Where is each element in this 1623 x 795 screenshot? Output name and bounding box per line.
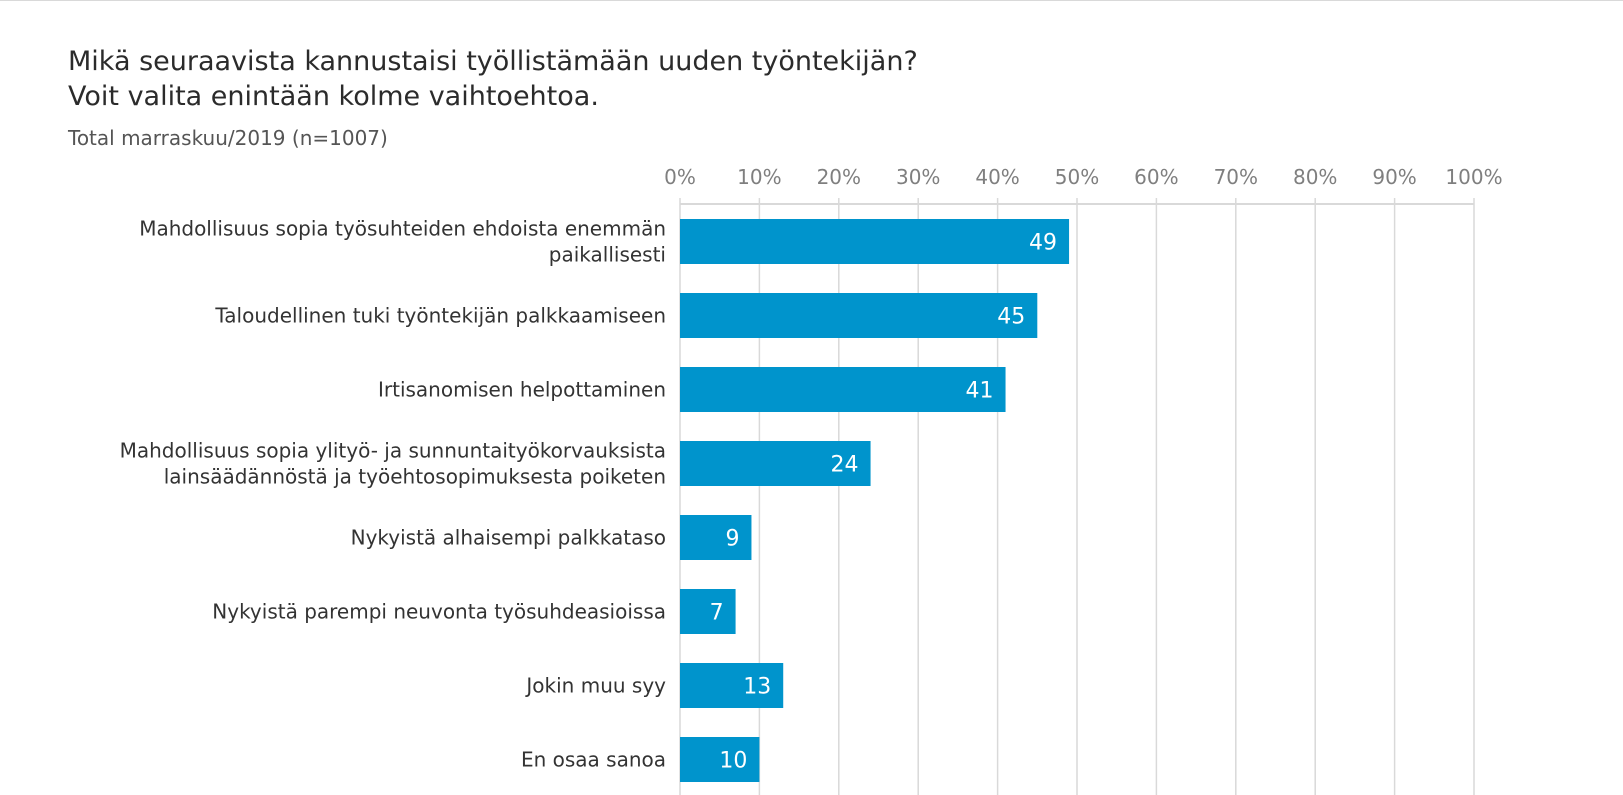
x-tick-label: 0% bbox=[664, 165, 696, 189]
x-tick-label: 90% bbox=[1372, 165, 1416, 189]
x-tick-label: 70% bbox=[1214, 165, 1258, 189]
x-tick-label: 100% bbox=[1445, 165, 1502, 189]
bar bbox=[680, 441, 871, 486]
x-tick-label: 30% bbox=[896, 165, 940, 189]
data-label: 9 bbox=[725, 527, 739, 552]
data-label: 24 bbox=[831, 453, 859, 478]
data-label: 49 bbox=[1029, 231, 1057, 256]
category-label: Jokin muu syy bbox=[524, 674, 666, 698]
category-label: En osaa sanoa bbox=[521, 748, 666, 772]
category-label: lainsäädännöstä ja työehtosopimuksesta p… bbox=[164, 465, 666, 489]
category-label: Taloudellinen tuki työntekijän palkkaami… bbox=[214, 304, 666, 328]
category-label: Mahdollisuus sopia ylityö- ja sunnuntait… bbox=[120, 439, 666, 463]
chart-title-line-2: Voit valita enintään kolme vaihtoehtoa. bbox=[68, 81, 599, 112]
x-tick-label: 40% bbox=[975, 165, 1019, 189]
bar bbox=[680, 589, 736, 634]
bar bbox=[680, 219, 1070, 264]
bar bbox=[680, 293, 1038, 338]
x-tick-label: 80% bbox=[1293, 165, 1337, 189]
category-label: Nykyistä parempi neuvonta työsuhdeasiois… bbox=[212, 600, 666, 624]
chart-title-line-1: Mikä seuraavista kannustaisi työllistämä… bbox=[68, 46, 918, 77]
x-tick-label: 20% bbox=[817, 165, 861, 189]
data-label: 41 bbox=[966, 379, 994, 404]
data-label: 13 bbox=[743, 675, 771, 700]
x-tick-label: 60% bbox=[1134, 165, 1178, 189]
category-label: Mahdollisuus sopia työsuhteiden ehdoista… bbox=[139, 217, 666, 241]
bar bbox=[680, 367, 1006, 412]
data-label: 45 bbox=[997, 305, 1025, 330]
x-tick-label: 10% bbox=[737, 165, 781, 189]
data-label: 7 bbox=[710, 601, 724, 626]
category-label: paikallisesti bbox=[549, 243, 666, 267]
category-label: Irtisanomisen helpottaminen bbox=[378, 378, 666, 402]
bar bbox=[680, 515, 752, 560]
top-rule bbox=[0, 0, 1623, 1]
chart-title: Mikä seuraavista kannustaisi työllistämä… bbox=[68, 44, 918, 114]
bar bbox=[680, 663, 784, 708]
category-label: Nykyistä alhaisempi palkkataso bbox=[351, 526, 666, 550]
x-tick-label: 50% bbox=[1055, 165, 1099, 189]
data-label: 10 bbox=[719, 749, 747, 774]
bar bbox=[680, 737, 760, 782]
chart-subtitle: Total marraskuu/2019 (n=1007) bbox=[68, 126, 388, 150]
